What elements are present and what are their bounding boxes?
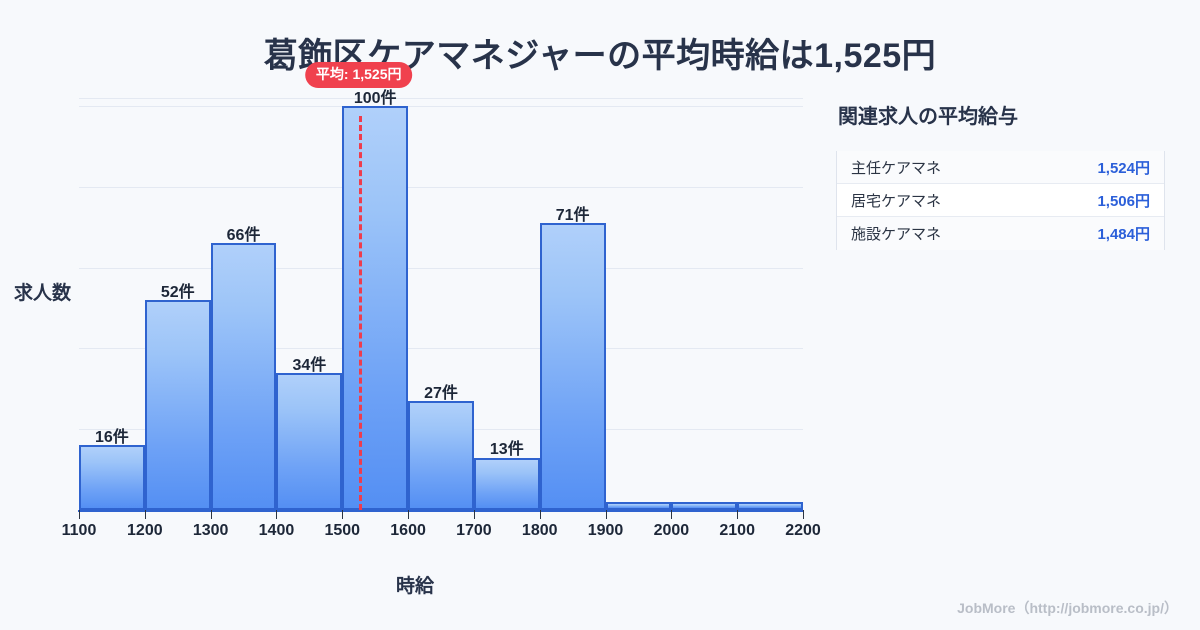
x-axis-tick-label: 1100 [61, 522, 97, 539]
x-axis-tick-label: 1900 [587, 522, 624, 539]
x-axis-tick [408, 510, 410, 519]
bar [671, 501, 738, 510]
table-row-value: 1,506円 [1097, 192, 1150, 210]
x-axis-tick [605, 510, 607, 519]
x-axis-tick [144, 510, 146, 519]
table-row: 施設ケアマネ 1,484円 [837, 217, 1164, 250]
average-dashed-line [358, 116, 362, 510]
x-axis-tick-label: 2200 [785, 522, 821, 539]
bar [473, 457, 540, 510]
gridline [79, 98, 803, 99]
x-axis-tick-label: 1400 [258, 522, 295, 539]
bar [144, 299, 211, 510]
gridline [79, 186, 803, 188]
bar-value-label: 34件 [292, 356, 327, 374]
bar [342, 106, 409, 510]
bar-value-label: 16件 [95, 429, 129, 447]
x-axis-tick-label: 2000 [653, 522, 690, 539]
bar-value-label: 52件 [160, 283, 195, 301]
x-axis-tick-label: 2100 [719, 522, 755, 539]
bar [210, 243, 277, 510]
bar-value-label: 27件 [424, 384, 458, 402]
related-salary-table: 主任ケアマネ 1,524円居宅ケアマネ 1,506円施設ケアマネ 1,484円 [836, 151, 1165, 250]
bar-value-label: 66件 [226, 227, 261, 245]
y-axis-title: 求人数 [14, 283, 72, 304]
histogram-chart: 求人数 時給 16件 52件 66件 34件 100件 27件 13件 71件 1100 120… [14, 62, 821, 597]
x-axis-title: 時給 [395, 576, 434, 597]
bar [79, 445, 145, 510]
x-axis-tick [342, 510, 344, 519]
x-axis-tick [473, 510, 475, 519]
table-row-label: 主任ケアマネ [851, 159, 942, 177]
watermark-footer: JobMore（http://jobmore.co.jp/） [957, 600, 1178, 616]
x-axis-tick-label: 1600 [390, 522, 426, 539]
bar-value-label: 71件 [555, 207, 590, 225]
x-axis-tick [803, 510, 804, 519]
bar [737, 501, 803, 510]
related-salary-panel: 関連求人の平均給与 主任ケアマネ 1,524円居宅ケアマネ 1,506円施設ケアマネ… [836, 100, 1176, 250]
table-row-value: 1,524円 [1097, 159, 1150, 177]
x-axis-tick [737, 510, 739, 519]
related-salary-title: 関連求人の平均給与 [838, 106, 1018, 128]
x-axis-tick-label: 1200 [127, 522, 163, 539]
bar [408, 400, 474, 510]
gridline [79, 267, 803, 269]
x-axis-tick [276, 510, 278, 519]
x-axis-tick-label: 1500 [324, 522, 361, 539]
bar [539, 223, 606, 510]
average-badge: 平均: 1,525円 [304, 62, 413, 88]
x-axis-tick [539, 510, 541, 519]
table-row: 居宅ケアマネ 1,506円 [837, 184, 1164, 217]
table-row-value: 1,484円 [1097, 226, 1150, 243]
table-row-label: 居宅ケアマネ [851, 192, 942, 210]
gridline [79, 348, 803, 350]
x-axis-tick [79, 510, 80, 519]
x-axis-tick [210, 510, 212, 519]
x-axis-tick [671, 510, 673, 519]
x-axis-tick-label: 1300 [192, 522, 229, 539]
bar [605, 501, 672, 510]
x-axis-tick-label: 1700 [456, 522, 492, 539]
bar-value-label: 100件 [353, 90, 397, 108]
plot-area: 16件 52件 66件 34件 100件 27件 13件 71件 1100 1200 1300 14… [62, 62, 821, 539]
table-row: 主任ケアマネ 1,524円 [837, 151, 1164, 184]
table-row-label: 施設ケアマネ [851, 226, 942, 243]
x-axis-tick-label: 1800 [521, 522, 558, 539]
bar [276, 372, 343, 510]
x-axis-line [78, 510, 804, 512]
bar-value-label: 13件 [489, 441, 524, 459]
gridline [79, 106, 803, 108]
